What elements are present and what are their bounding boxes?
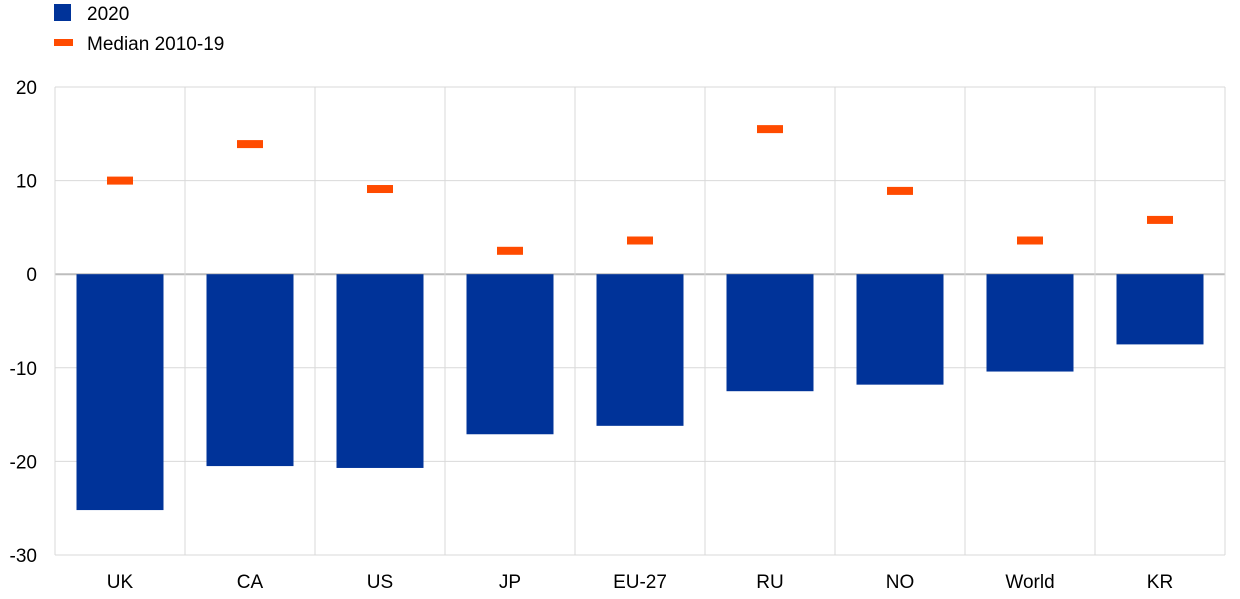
legend-label-median: Median 2010-19: [87, 34, 224, 55]
legend-label-2020: 2020: [87, 4, 129, 25]
bar-2020: [726, 274, 814, 392]
x-tick-label: RU: [756, 572, 783, 593]
x-tick-label: KR: [1147, 572, 1173, 593]
median-marker: [627, 236, 653, 245]
x-tick-label: NO: [886, 572, 915, 593]
bar-2020: [466, 274, 554, 435]
bar-2020: [596, 274, 684, 426]
x-tick-label: World: [1005, 572, 1054, 593]
legend-swatch-2020: [54, 4, 71, 21]
median-marker: [497, 246, 523, 255]
x-tick-label: UK: [107, 572, 134, 593]
legend-swatch-median: [54, 39, 73, 46]
bar-2020: [1116, 274, 1204, 345]
y-tick-label: 20: [16, 78, 37, 99]
median-marker: [107, 176, 133, 185]
x-tick-label: EU-27: [613, 572, 667, 593]
bar-2020: [986, 274, 1074, 372]
y-tick-label: -20: [10, 452, 37, 473]
y-tick-label: -10: [10, 359, 37, 380]
plot-area: 20 10 0 -10 -20 -30 UK CA US JP EU-27 RU NO World KR: [10, 78, 1226, 593]
bar-2020: [206, 274, 294, 467]
bar-2020: [856, 274, 944, 385]
median-marker: [1147, 215, 1173, 224]
median-marker: [367, 185, 393, 194]
x-tick-label: CA: [237, 572, 264, 593]
median-marker: [757, 125, 783, 134]
legend: 2020 Median 2010-19: [54, 4, 224, 55]
median-marker: [1017, 236, 1043, 245]
bar-2020: [336, 274, 424, 468]
bar-2020: [76, 274, 164, 511]
y-tick-label: 10: [16, 172, 37, 193]
y-tick-label: -30: [10, 546, 37, 567]
median-marker: [887, 186, 913, 195]
x-tick-label: US: [367, 572, 393, 593]
y-tick-label: 0: [26, 265, 37, 286]
median-marker: [237, 140, 263, 149]
x-tick-label: JP: [499, 572, 521, 593]
